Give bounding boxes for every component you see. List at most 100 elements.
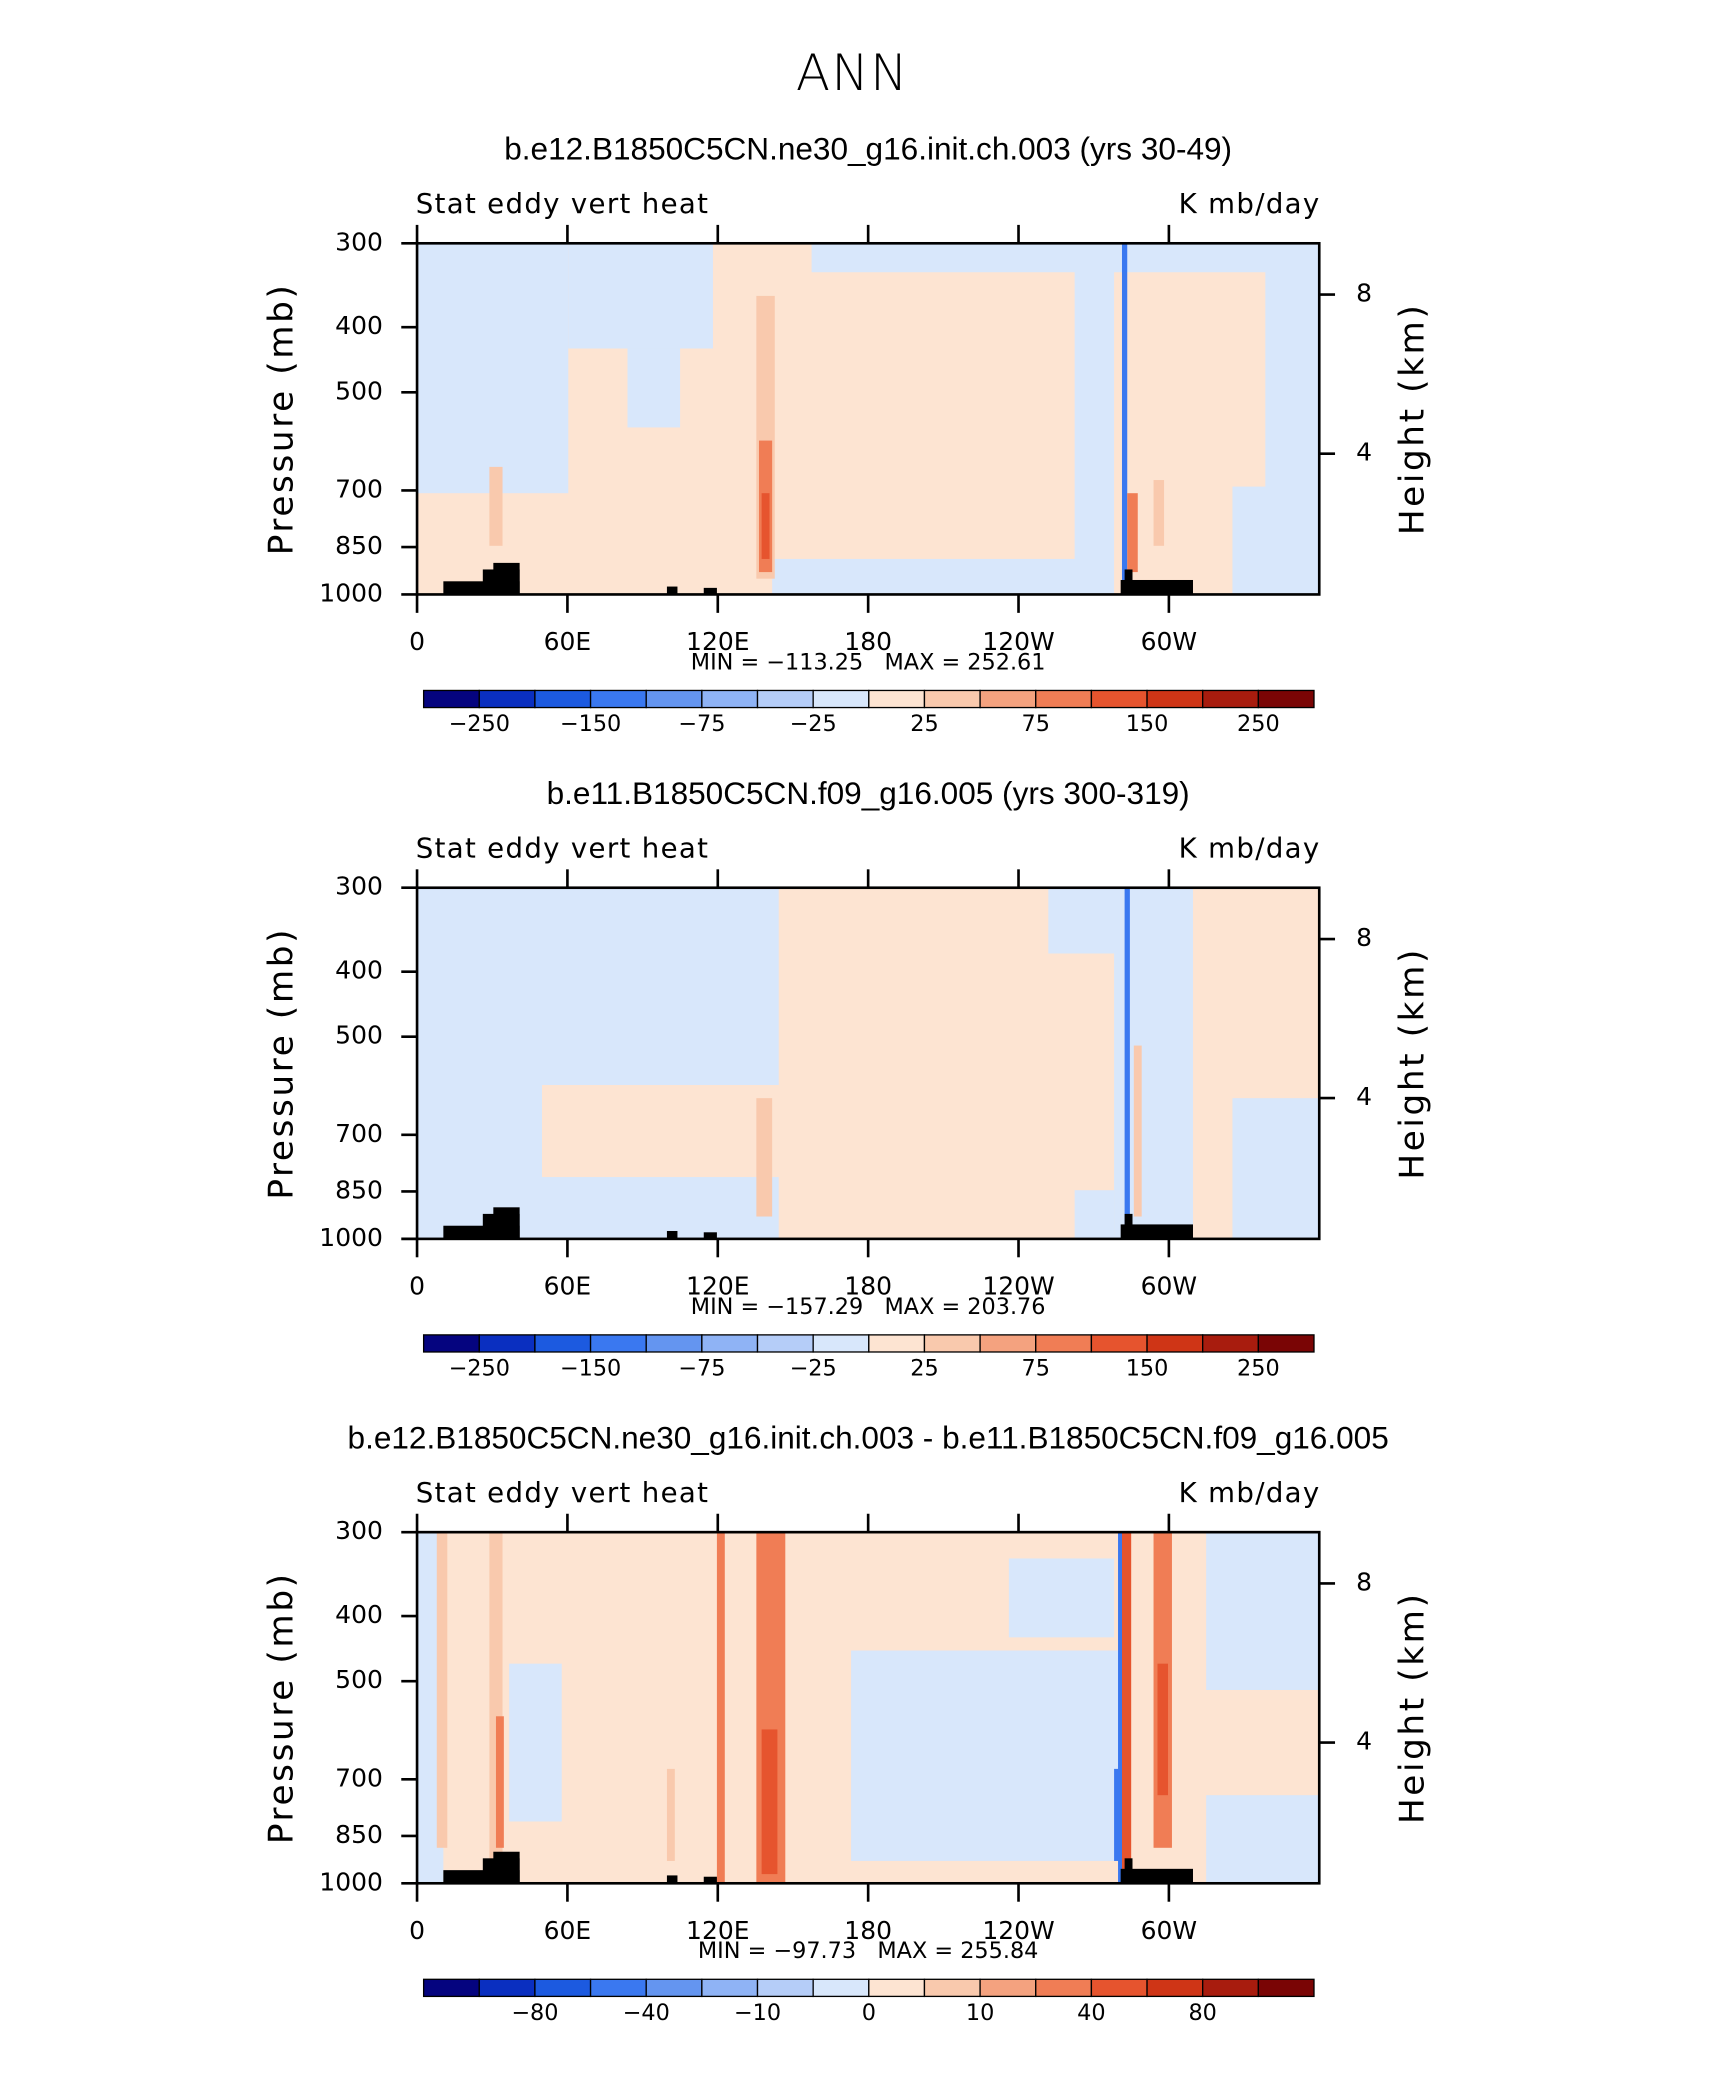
colorbar-box bbox=[1035, 1978, 1093, 1998]
colorbar-box bbox=[645, 689, 703, 709]
colorbar-box bbox=[1202, 689, 1259, 709]
field-region bbox=[1074, 1190, 1115, 1239]
topography bbox=[1120, 579, 1193, 595]
topography bbox=[1120, 1224, 1193, 1239]
y2-tick-label: 8 bbox=[1356, 923, 1372, 952]
topography bbox=[703, 587, 717, 595]
right-label: K mb/day bbox=[1179, 832, 1321, 865]
y-tick-label: 1000 bbox=[319, 1867, 383, 1896]
colorbar-label: −40 bbox=[623, 2000, 670, 2026]
colorbar-box bbox=[1202, 1334, 1259, 1353]
colorbar-label: −250 bbox=[449, 1356, 510, 1382]
colorbar-box bbox=[534, 689, 592, 709]
field-region bbox=[1074, 243, 1115, 595]
y2-axis-label: Height (km) bbox=[1392, 303, 1432, 536]
colorbar-box bbox=[701, 1978, 759, 1998]
y2-axis-label: Height (km) bbox=[1392, 1591, 1432, 1824]
field-region bbox=[1206, 1532, 1320, 1690]
field-region bbox=[436, 1532, 448, 1848]
x-tick-label: 60W bbox=[1141, 627, 1197, 656]
colorbar-box bbox=[1090, 1334, 1148, 1353]
colorbar-label: −25 bbox=[790, 1356, 837, 1382]
x-tick-label: 60E bbox=[544, 627, 592, 656]
y-tick-label: 400 bbox=[335, 956, 383, 985]
colorbar-box bbox=[645, 1334, 703, 1353]
panel: b.e12.B1850C5CN.ne30_g16.init.ch.003 (yr… bbox=[261, 131, 1432, 738]
colorbar-box bbox=[645, 1978, 703, 1998]
topography bbox=[493, 562, 520, 595]
y-tick-label: 850 bbox=[335, 1820, 383, 1849]
topography bbox=[1124, 1858, 1133, 1884]
y-tick-label: 400 bbox=[335, 1600, 383, 1629]
y-tick-label: 850 bbox=[335, 531, 383, 560]
colorbar-box bbox=[756, 1978, 814, 1998]
panel-title: b.e12.B1850C5CN.ne30_g16.init.ch.003 (yr… bbox=[504, 131, 1232, 167]
colorbar-box bbox=[979, 1978, 1037, 1998]
x-tick-label: 60W bbox=[1141, 1272, 1197, 1301]
colorbar-label: 25 bbox=[910, 1356, 938, 1382]
field-region bbox=[1232, 1098, 1320, 1239]
colorbar-box bbox=[1257, 1978, 1315, 1998]
right-label: K mb/day bbox=[1179, 1476, 1321, 1509]
colorbar-box bbox=[923, 1978, 981, 1998]
colorbar-box bbox=[812, 1334, 870, 1353]
colorbar-label: 10 bbox=[966, 2000, 994, 2026]
field-region bbox=[716, 1532, 725, 1884]
x-tick-label: 120W bbox=[982, 1916, 1054, 1945]
y-tick-label: 1000 bbox=[319, 1223, 383, 1252]
colorbar-label: −25 bbox=[790, 711, 837, 737]
x-tick-label: 0 bbox=[409, 1916, 425, 1945]
y-tick-label: 300 bbox=[335, 1516, 383, 1545]
colorbar-label: −75 bbox=[678, 711, 725, 737]
colorbar-box bbox=[868, 689, 926, 709]
topography bbox=[703, 1232, 717, 1239]
y-tick-label: 300 bbox=[335, 872, 383, 901]
topography bbox=[1120, 1868, 1193, 1884]
topography bbox=[493, 1207, 520, 1239]
figure-title: ANN bbox=[796, 44, 909, 102]
y-tick-label: 850 bbox=[335, 1175, 383, 1204]
left-label: Stat eddy vert heat bbox=[416, 1476, 710, 1509]
field-region bbox=[666, 1768, 675, 1861]
x-tick-label: 180 bbox=[844, 627, 892, 656]
colorbar-box bbox=[478, 689, 536, 709]
colorbar-box bbox=[422, 689, 480, 709]
field-region bbox=[761, 493, 770, 559]
y-tick-label: 500 bbox=[335, 1021, 383, 1050]
x-tick-label: 120W bbox=[982, 1272, 1054, 1301]
colorbar-box bbox=[756, 1334, 814, 1353]
colorbar-label: 250 bbox=[1237, 1356, 1280, 1382]
colorbar-label: −75 bbox=[678, 1356, 725, 1382]
colorbar-box bbox=[1090, 689, 1148, 709]
colorbar-label: −150 bbox=[560, 1356, 621, 1382]
field-region bbox=[772, 558, 1104, 595]
y-tick-label: 700 bbox=[335, 474, 383, 503]
x-tick-label: 60E bbox=[544, 1916, 592, 1945]
x-tick-label: 0 bbox=[409, 627, 425, 656]
x-tick-label: 60W bbox=[1141, 1916, 1197, 1945]
colorbar-box bbox=[868, 1334, 926, 1353]
colorbar-label: −80 bbox=[511, 2000, 558, 2026]
colorbar-box bbox=[1202, 1978, 1259, 1998]
x-tick-label: 120E bbox=[686, 1272, 749, 1301]
field-region bbox=[1118, 1532, 1122, 1884]
panel: b.e11.B1850C5CN.f09_g16.005 (yrs 300-319… bbox=[261, 775, 1432, 1382]
colorbar-label: 250 bbox=[1237, 711, 1280, 737]
y-tick-label: 700 bbox=[335, 1119, 383, 1148]
x-tick-label: 60E bbox=[544, 1272, 592, 1301]
y2-tick-label: 4 bbox=[1356, 1727, 1372, 1756]
colorbar-label: 150 bbox=[1126, 1356, 1169, 1382]
colorbar-box bbox=[422, 1978, 480, 1998]
colorbar-box bbox=[1146, 1334, 1204, 1353]
y2-tick-label: 4 bbox=[1356, 1082, 1372, 1111]
stats: MIN = −97.73 MAX = 255.84 bbox=[698, 1938, 1038, 1964]
colorbar-label: 75 bbox=[1022, 711, 1050, 737]
panel-title: b.e11.B1850C5CN.f09_g16.005 (yrs 300-319… bbox=[547, 775, 1190, 811]
y-axis-label: Pressure (mb) bbox=[261, 1571, 301, 1844]
x-tick-label: 120E bbox=[686, 627, 749, 656]
colorbar-box bbox=[979, 689, 1037, 709]
colorbar-box bbox=[1090, 1978, 1148, 1998]
field-region bbox=[417, 243, 569, 494]
field-region bbox=[1133, 1045, 1142, 1217]
x-tick-label: 120W bbox=[982, 627, 1054, 656]
